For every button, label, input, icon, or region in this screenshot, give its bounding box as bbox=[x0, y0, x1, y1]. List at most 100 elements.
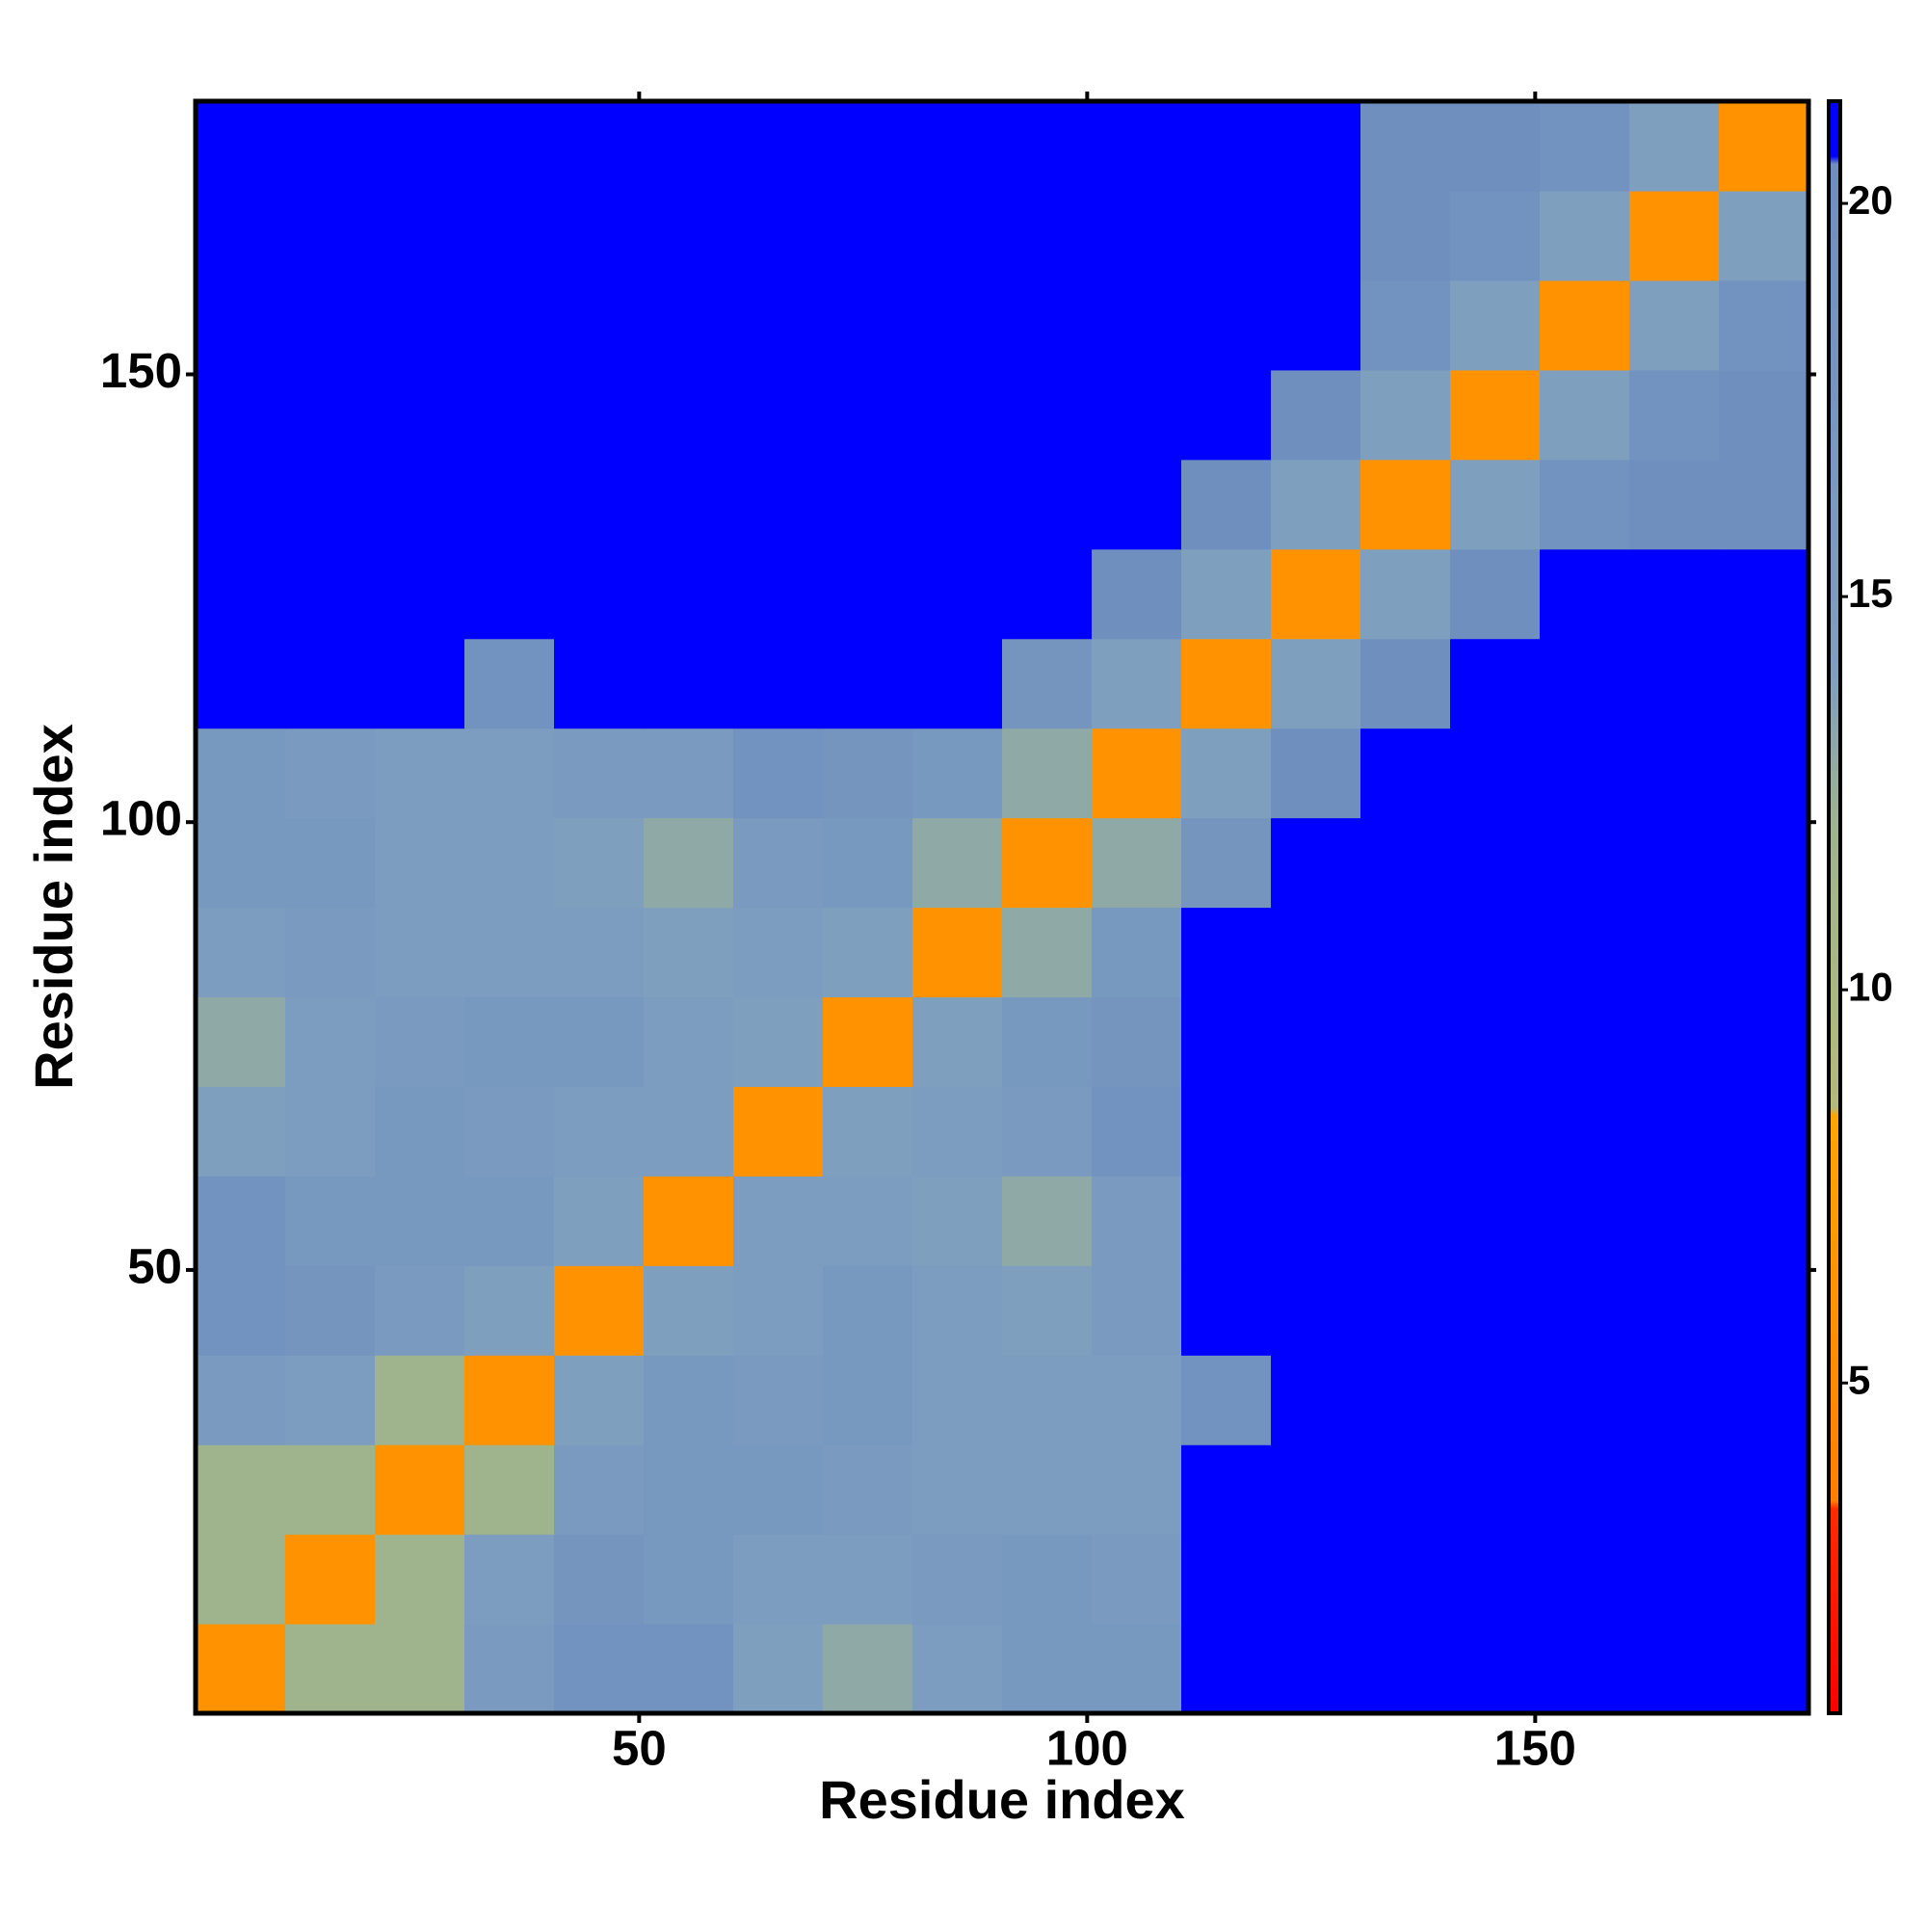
heatmap-cell bbox=[1181, 190, 1272, 281]
heatmap-cell bbox=[464, 817, 555, 909]
heatmap-cell bbox=[375, 728, 465, 819]
heatmap-cell bbox=[1181, 1176, 1272, 1266]
heatmap-cell bbox=[1271, 817, 1361, 909]
heatmap-cell bbox=[464, 1176, 555, 1266]
heatmap-cell bbox=[733, 907, 824, 998]
heatmap-cell bbox=[285, 101, 376, 192]
colorbar-tick-label: 20 bbox=[1848, 177, 1893, 223]
heatmap-cell bbox=[733, 1444, 824, 1535]
heatmap-cell bbox=[912, 1624, 1003, 1714]
heatmap-cell bbox=[464, 279, 555, 371]
heatmap-cell bbox=[1181, 1265, 1272, 1356]
heatmap-cell bbox=[554, 279, 645, 371]
heatmap-cell bbox=[1181, 459, 1272, 550]
heatmap-cell bbox=[1540, 1265, 1630, 1356]
heatmap-cell bbox=[285, 817, 376, 909]
colorbar-tick-label: 15 bbox=[1848, 570, 1893, 616]
heatmap-cell bbox=[196, 1534, 286, 1625]
heatmap-cell bbox=[196, 190, 286, 281]
heatmap-cell bbox=[1719, 728, 1809, 819]
heatmap-cell bbox=[554, 638, 645, 729]
heatmap-cell bbox=[196, 1355, 286, 1445]
heatmap-cell bbox=[196, 548, 286, 640]
heatmap-cell bbox=[1092, 1265, 1182, 1356]
heatmap-cell bbox=[1360, 996, 1451, 1087]
heatmap-cell bbox=[464, 1355, 555, 1445]
heatmap-cell bbox=[1719, 1355, 1809, 1445]
heatmap-cell bbox=[1540, 548, 1630, 640]
heatmap-cell bbox=[1450, 1624, 1541, 1714]
heatmap-cell bbox=[1002, 548, 1093, 640]
heatmap-cell bbox=[1540, 728, 1630, 819]
heatmap-cell bbox=[1719, 190, 1809, 281]
heatmap-cell bbox=[644, 1534, 734, 1625]
heatmap-cell bbox=[375, 101, 465, 192]
heatmap-cell bbox=[823, 1624, 913, 1714]
heatmap-cell bbox=[1002, 1265, 1093, 1356]
heatmap-cell bbox=[733, 638, 824, 729]
heatmap-cell bbox=[196, 369, 286, 461]
heatmap-cell bbox=[1360, 728, 1451, 819]
heatmap-cell bbox=[464, 1624, 555, 1714]
heatmap-cell bbox=[1181, 728, 1272, 819]
heatmap-cell bbox=[1629, 101, 1720, 192]
colorbar-tick-label: 5 bbox=[1848, 1357, 1870, 1402]
heatmap-cell bbox=[1360, 1624, 1451, 1714]
heatmap-cell bbox=[196, 1624, 286, 1714]
heatmap-cell bbox=[1360, 638, 1451, 729]
heatmap-cell bbox=[912, 996, 1003, 1087]
heatmap-cell bbox=[285, 1355, 376, 1445]
heatmap-cell bbox=[1360, 1444, 1451, 1535]
heatmap-cell bbox=[1360, 369, 1451, 461]
heatmap-cell bbox=[464, 638, 555, 729]
heatmap-cell bbox=[1629, 1265, 1720, 1356]
heatmap-cell bbox=[1719, 1265, 1809, 1356]
heatmap-cell bbox=[733, 1534, 824, 1625]
heatmap-cell bbox=[1450, 817, 1541, 909]
heatmap-cell bbox=[1092, 638, 1182, 729]
heatmap-cell bbox=[1002, 1444, 1093, 1535]
heatmap-cell bbox=[733, 1624, 824, 1714]
heatmap-cell bbox=[733, 1265, 824, 1356]
heatmap-cell bbox=[1181, 1534, 1272, 1625]
heatmap-cell bbox=[554, 1534, 645, 1625]
y-tick-label: 50 bbox=[127, 1238, 182, 1293]
heatmap-cell bbox=[1629, 1355, 1720, 1445]
heatmap-cell bbox=[375, 817, 465, 909]
heatmap bbox=[196, 101, 1809, 1714]
heatmap-cell bbox=[554, 548, 645, 640]
heatmap-cell bbox=[1719, 817, 1809, 909]
heatmap-cell bbox=[464, 1444, 555, 1535]
heatmap-cell bbox=[1540, 1444, 1630, 1535]
heatmap-cell bbox=[464, 459, 555, 550]
heatmap-cell bbox=[1002, 996, 1093, 1087]
heatmap-cell bbox=[823, 1355, 913, 1445]
heatmap-cell bbox=[1719, 459, 1809, 550]
heatmap-cell bbox=[644, 548, 734, 640]
heatmap-cell bbox=[912, 369, 1003, 461]
heatmap-cell bbox=[733, 1355, 824, 1445]
heatmap-cell bbox=[644, 369, 734, 461]
heatmap-cell bbox=[1719, 1624, 1809, 1714]
heatmap-cell bbox=[464, 1534, 555, 1625]
heatmap-cell bbox=[1629, 1444, 1720, 1535]
heatmap-cell bbox=[1540, 190, 1630, 281]
heatmap-cell bbox=[1271, 101, 1361, 192]
heatmap-cell bbox=[1450, 1355, 1541, 1445]
heatmap-cell bbox=[1271, 996, 1361, 1087]
heatmap-cell bbox=[912, 101, 1003, 192]
heatmap-cell bbox=[1360, 1086, 1451, 1177]
heatmap-cell bbox=[1360, 1176, 1451, 1266]
heatmap-cell bbox=[1629, 817, 1720, 909]
heatmap-cell bbox=[644, 190, 734, 281]
heatmap-cell bbox=[375, 369, 465, 461]
heatmap-cell bbox=[196, 1176, 286, 1266]
heatmap-cell bbox=[285, 1086, 376, 1177]
heatmap-cell bbox=[1181, 996, 1272, 1087]
heatmap-cell bbox=[1271, 369, 1361, 461]
heatmap-cell bbox=[285, 638, 376, 729]
heatmap-cell bbox=[554, 1624, 645, 1714]
heatmap-cell bbox=[1719, 907, 1809, 998]
x-tick-label: 50 bbox=[612, 1720, 667, 1775]
